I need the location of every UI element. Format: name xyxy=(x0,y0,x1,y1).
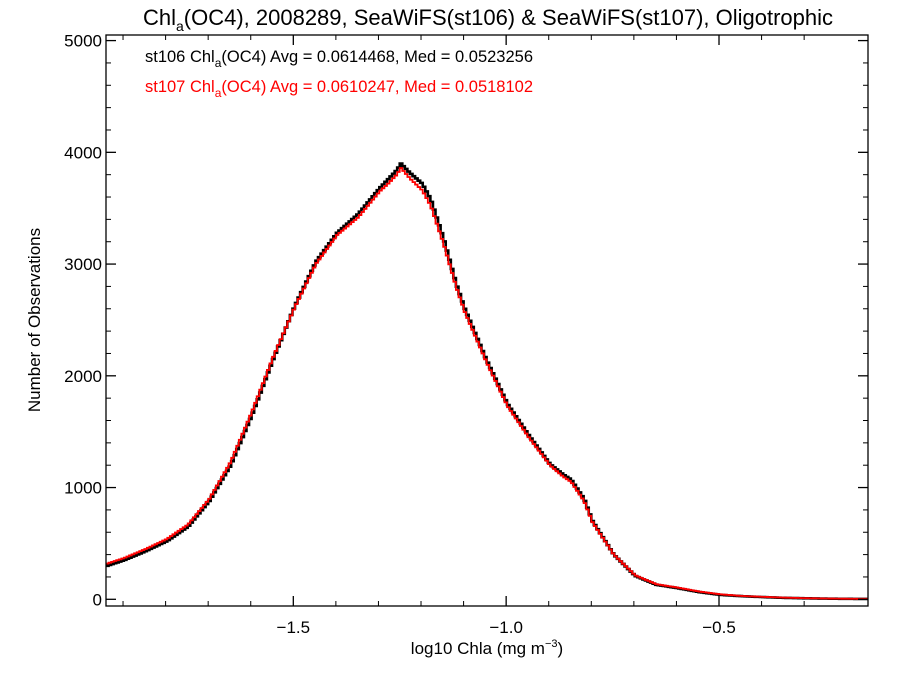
x-tick-label: −0.5 xyxy=(702,618,736,637)
series-line-st107 xyxy=(106,167,869,600)
legend: st106 Chla(OC4) Avg = 0.0614468, Med = 0… xyxy=(145,48,533,100)
legend-entry-st106: st106 Chla(OC4) Avg = 0.0614468, Med = 0… xyxy=(145,48,533,70)
y-tick-label: 0 xyxy=(93,590,102,609)
x-tick-label: −1.0 xyxy=(489,618,523,637)
plot-frame xyxy=(105,34,869,607)
series-layer xyxy=(106,162,869,601)
legend-entry-st107: st107 Chla(OC4) Avg = 0.0610247, Med = 0… xyxy=(145,78,533,100)
y-tick-label: 2000 xyxy=(64,367,102,386)
y-tick-label: 1000 xyxy=(64,479,102,498)
ticks-layer: 0 1000 2000 3000 4000 5000 −1.5 −1.0 −0.5 xyxy=(64,32,868,637)
x-axis-label: log10 Chla (mg m−3) xyxy=(411,638,563,658)
series-line-st106 xyxy=(106,162,869,601)
chart-title: Chla(OC4), 2008289, SeaWiFS(st106) & Sea… xyxy=(143,5,833,34)
y-tick-label: 3000 xyxy=(64,255,102,274)
y-axis-label: Number of Observations xyxy=(25,228,44,412)
y-tick-label: 4000 xyxy=(64,143,102,162)
y-tick-label: 5000 xyxy=(64,32,102,51)
x-tick-label: −1.5 xyxy=(277,618,311,637)
